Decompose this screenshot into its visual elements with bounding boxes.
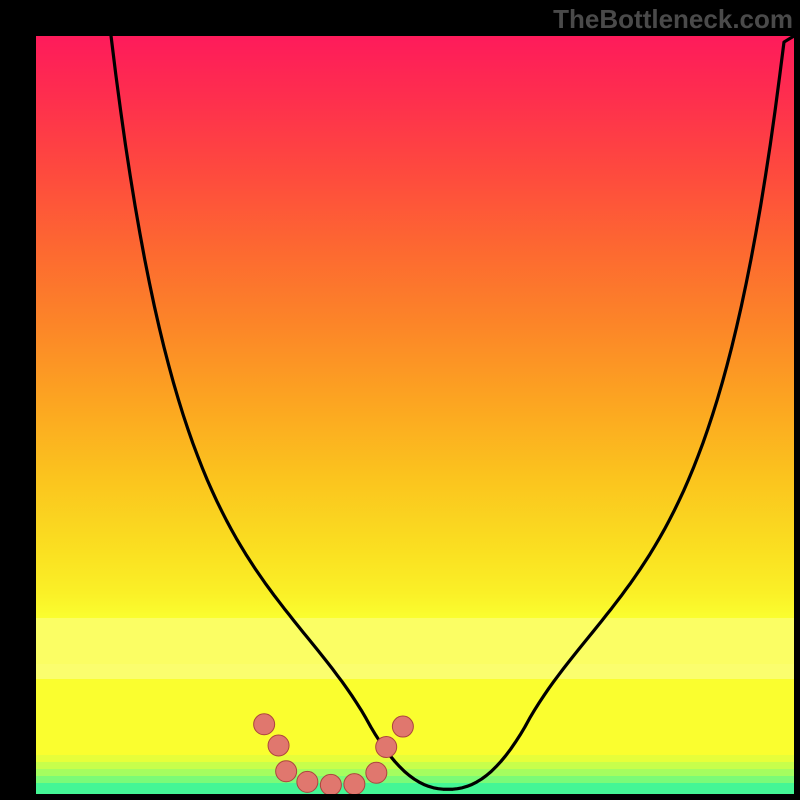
watermark: TheBottleneck.com <box>553 4 793 35</box>
marker-group <box>254 714 414 794</box>
plot-area <box>36 36 794 794</box>
curve-marker <box>297 771 318 792</box>
bottleneck-curve <box>111 36 794 789</box>
curve-marker <box>344 774 365 794</box>
curve-marker <box>376 737 397 758</box>
curve-marker <box>392 716 413 737</box>
curve-layer <box>36 36 794 794</box>
curve-marker <box>254 714 275 735</box>
curve-marker <box>276 761 297 782</box>
curve-marker <box>320 774 341 794</box>
curve-marker <box>366 762 387 783</box>
curve-marker <box>268 735 289 756</box>
